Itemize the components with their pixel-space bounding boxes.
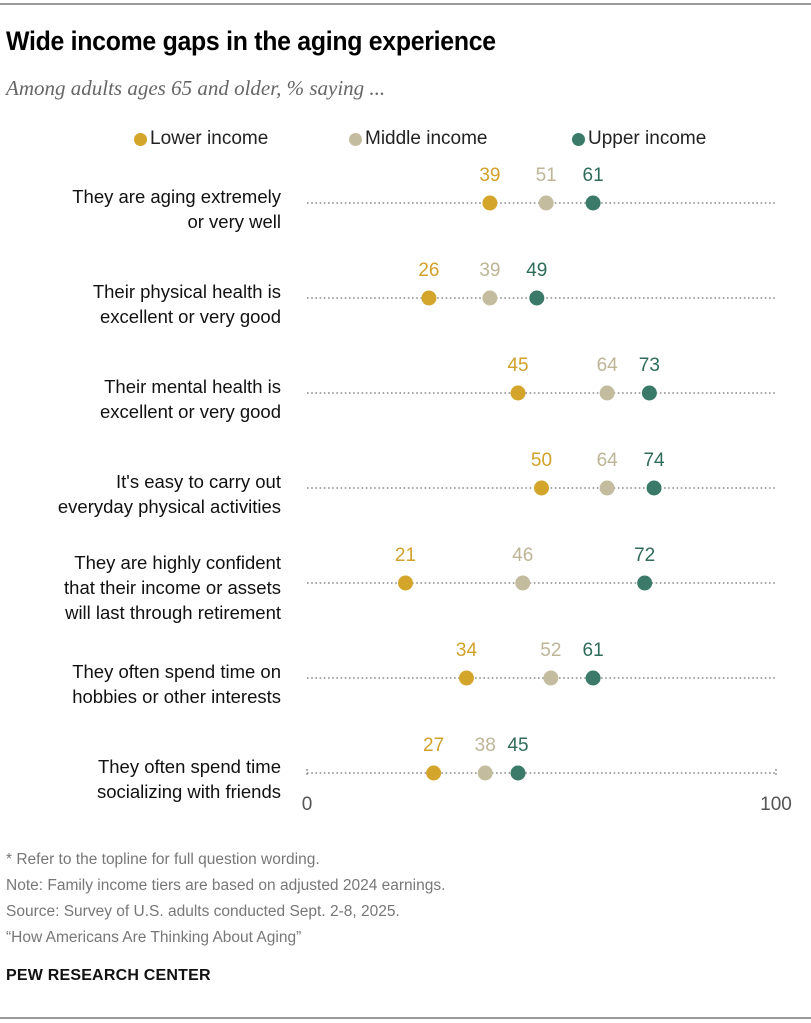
data-label: 50 — [531, 450, 552, 471]
data-point-middle — [599, 480, 615, 496]
row-label: They are aging extremely or very well — [0, 184, 281, 234]
note: Note: Family income tiers are based on a… — [6, 877, 446, 894]
data-label: 64 — [597, 355, 619, 376]
x-tick-label: 100 — [760, 794, 792, 815]
row-label-line: that their income or assets — [64, 577, 281, 598]
data-label: 26 — [418, 260, 439, 281]
legend-item-middle: Middle income — [349, 128, 488, 150]
data-point-middle — [543, 670, 559, 686]
data-label: 61 — [583, 165, 604, 186]
data-point-upper — [510, 765, 526, 781]
row-label-line: hobbies or other interests — [72, 686, 281, 707]
bottom-rule — [0, 1017, 811, 1019]
data-point-middle — [599, 385, 615, 401]
report-title: “How Americans Are Thinking About Aging” — [6, 929, 302, 946]
data-point-lower — [534, 480, 549, 496]
chart-title: Wide income gaps in the aging experience — [6, 26, 496, 56]
data-label: 39 — [479, 165, 500, 186]
data-point-middle — [538, 195, 554, 211]
data-point-upper — [646, 480, 662, 496]
legend-label: Upper income — [588, 128, 707, 149]
x-tick-label: 0 — [302, 794, 313, 815]
brand-logo-text: PEW RESEARCH CENTER — [6, 967, 211, 984]
data-label: 61 — [583, 640, 604, 661]
row-label-line: or very well — [187, 211, 281, 232]
row-label-line: They are highly confident — [74, 552, 281, 573]
legend-item-upper: Upper income — [572, 128, 706, 150]
data-label: 46 — [512, 545, 533, 566]
row-label: They are highly confident that their inco… — [0, 550, 281, 625]
legend-label: Middle income — [365, 128, 488, 149]
data-point-upper — [641, 385, 657, 401]
data-point-lower — [510, 385, 526, 401]
legend-label: Lower income — [150, 128, 269, 149]
row-label-line: Their mental health is — [104, 376, 281, 397]
data-point-upper — [585, 670, 601, 686]
row-label-line: Their physical health is — [92, 281, 281, 302]
data-point-upper — [529, 290, 545, 306]
row-label-line: They often spend time on — [72, 661, 281, 682]
row-label-line: They are aging extremely — [72, 186, 281, 207]
footnote: * Refer to the topline for full question… — [6, 851, 320, 868]
data-label: 51 — [536, 165, 557, 186]
data-point-lower — [421, 290, 437, 306]
row-label: Their physical health is excellent or ver… — [0, 279, 281, 329]
data-label: 72 — [634, 545, 655, 566]
row-label-line: It's easy to carry out — [116, 471, 281, 492]
data-label: 45 — [507, 735, 528, 756]
data-point-lower — [482, 195, 498, 211]
data-label: 49 — [526, 260, 547, 281]
data-point-lower — [397, 575, 413, 591]
top-rule — [0, 3, 811, 5]
data-label: 39 — [479, 260, 500, 281]
data-label: 27 — [423, 735, 444, 756]
data-label: 45 — [507, 355, 528, 376]
row-label: They often spend time socializing with fr… — [0, 754, 281, 804]
data-label: 21 — [395, 545, 416, 566]
row-label: They often spend time on hobbies or other… — [0, 659, 281, 709]
data-point-lower — [426, 765, 442, 781]
data-label: 38 — [475, 735, 496, 756]
legend-dot-icon — [134, 132, 147, 146]
legend-dot-icon — [349, 132, 362, 146]
row-label: It's easy to carry out everyday physical … — [0, 469, 281, 519]
legend-dot-icon — [572, 132, 585, 146]
row-label-line: everyday physical activities — [57, 496, 281, 517]
data-point-middle — [477, 765, 493, 781]
row-label-line: excellent or very good — [100, 401, 281, 422]
source: Source: Survey of U.S. adults conducted … — [6, 903, 400, 920]
row-label-line: excellent or very good — [100, 306, 281, 327]
data-label: 74 — [643, 450, 665, 471]
data-label: 64 — [597, 450, 619, 471]
legend-item-lower: Lower income — [134, 128, 268, 150]
data-label: 52 — [540, 640, 561, 661]
row-label-line: will last through retirement — [65, 602, 281, 623]
data-point-upper — [585, 195, 601, 211]
data-label: 34 — [456, 640, 478, 661]
row-label-line: socializing with friends — [96, 781, 281, 802]
data-point-lower — [458, 670, 474, 686]
data-point-middle — [515, 575, 531, 591]
row-label: Their mental health is excellent or very … — [0, 374, 281, 424]
row-label-line: They often spend time — [97, 756, 281, 777]
data-label: 73 — [639, 355, 660, 376]
dot-plot: 39 51 61 26 39 49 45 64 73 50 64 74 21 46 72 34 52 61 0 100… — [302, 165, 792, 815]
data-point-middle — [482, 290, 498, 306]
data-point-upper — [637, 575, 653, 591]
chart-subtitle: Among adults ages 65 and older, % saying… — [6, 76, 386, 100]
